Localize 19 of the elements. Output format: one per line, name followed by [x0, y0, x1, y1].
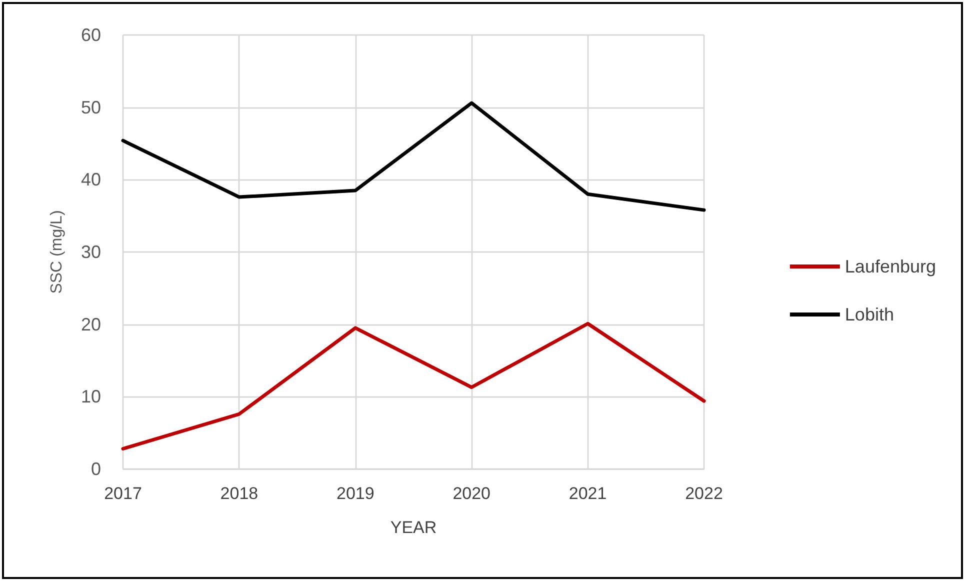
x-tick-label: 2018	[220, 484, 258, 503]
x-tick-label: 2020	[452, 484, 491, 503]
line-series	[121, 101, 706, 212]
legend-label: Lobith	[844, 304, 894, 324]
y-tick-label: 0	[90, 459, 101, 479]
y-tick-label: 50	[80, 97, 101, 118]
x-tick-label: 2019	[336, 484, 374, 503]
y-tick-label: 60	[80, 25, 101, 45]
y-tick-label: 40	[80, 170, 101, 190]
y-tick-label: 30	[80, 242, 101, 262]
line-series	[121, 322, 706, 450]
y-tick-label: 20	[80, 314, 101, 334]
y-axis-title: SSC (mg/L)	[48, 210, 66, 294]
y-tick-label: 10	[80, 386, 101, 407]
x-tick-label: 2017	[104, 484, 142, 503]
x-tick-label: 2022	[685, 484, 723, 503]
legend-label: Laufenburg	[844, 256, 936, 276]
x-axis-title: YEAR	[390, 518, 437, 537]
x-tick-label: 2021	[568, 484, 607, 503]
